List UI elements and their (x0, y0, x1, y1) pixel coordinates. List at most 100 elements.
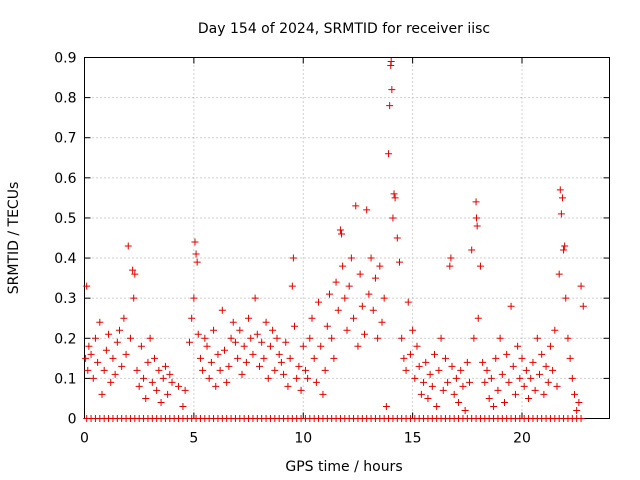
data-point-plus (448, 362, 456, 370)
data-point-plus (575, 398, 583, 406)
data-point-plus (116, 326, 123, 334)
data-point-plus (358, 302, 366, 310)
y-tick-label: 0.1 (54, 371, 76, 387)
data-points (82, 58, 587, 422)
data-point-plus (387, 58, 395, 66)
data-point-plus (111, 370, 119, 378)
data-point-plus (229, 318, 237, 326)
data-point-plus (564, 334, 572, 342)
grid-lines (84, 57, 610, 419)
data-point-plus (321, 366, 329, 374)
y-tick-label: 0.9 (54, 51, 76, 67)
data-point-plus (223, 378, 231, 386)
y-tick-label: 0.2 (54, 331, 76, 347)
data-point-plus (157, 398, 165, 406)
data-point-plus (433, 402, 441, 410)
data-point-plus (556, 186, 564, 194)
data-point-plus (474, 314, 482, 322)
data-point-plus (352, 202, 360, 210)
data-point-plus (529, 358, 537, 366)
data-point-plus (402, 366, 410, 374)
data-point-plus (306, 334, 314, 342)
data-point-plus (341, 294, 349, 302)
data-point-plus (398, 334, 406, 342)
data-point-plus (126, 334, 134, 342)
data-point-plus (551, 326, 559, 334)
data-point-plus (507, 302, 515, 310)
data-point-plus (354, 342, 362, 350)
data-point-plus (91, 334, 99, 342)
data-point-plus (413, 342, 421, 350)
data-point-plus (555, 270, 563, 278)
data-point-plus (520, 382, 528, 390)
data-point-plus (546, 342, 554, 350)
data-point-plus (293, 374, 301, 382)
data-point-plus (168, 378, 176, 386)
data-point-plus (221, 346, 228, 354)
x-tick-label: 10 (294, 431, 312, 447)
data-point-plus (557, 210, 565, 218)
data-point-plus (457, 366, 465, 374)
data-point-plus (336, 226, 344, 234)
data-point-plus (277, 358, 285, 366)
data-point-plus (380, 294, 388, 302)
data-point-plus (568, 374, 576, 382)
data-point-plus (181, 386, 189, 394)
data-point-plus (288, 282, 296, 290)
data-point-plus (382, 402, 390, 410)
data-point-plus (369, 306, 377, 314)
data-point-plus (264, 374, 272, 382)
data-point-plus (179, 402, 187, 410)
data-point-plus (437, 334, 445, 342)
data-point-plus (275, 350, 283, 358)
data-point-plus (417, 390, 425, 398)
data-point-plus (374, 334, 382, 342)
data-point-plus (365, 290, 373, 298)
data-point-plus (461, 406, 469, 414)
data-point-plus (396, 258, 403, 266)
data-point-plus (207, 358, 215, 366)
data-point-plus (558, 194, 566, 202)
data-point-plus (249, 350, 257, 358)
y-axis-label: SRMTID / TECUs (6, 182, 22, 295)
data-point-plus (343, 326, 351, 334)
data-point-plus (406, 350, 414, 358)
data-point-plus (144, 358, 152, 366)
data-point-plus (393, 234, 401, 242)
data-point-plus (463, 358, 471, 366)
data-point-plus (161, 362, 169, 370)
data-point-plus (295, 362, 303, 370)
data-point-plus (356, 270, 364, 278)
data-point-plus (210, 326, 218, 334)
data-point-plus (390, 190, 398, 198)
data-point-plus (194, 330, 202, 338)
data-point-plus (492, 354, 500, 362)
y-tick-label: 0 (68, 412, 77, 428)
data-point-plus (566, 354, 574, 362)
data-point-plus (350, 314, 358, 322)
data-point-plus (371, 274, 379, 282)
data-point-plus (527, 374, 535, 382)
data-point-plus (426, 370, 434, 378)
data-point-plus (205, 374, 213, 382)
data-point-plus (153, 386, 161, 394)
data-point-plus (140, 374, 148, 382)
data-point-plus (301, 366, 309, 374)
data-point-plus (107, 378, 115, 386)
data-point-plus (308, 314, 316, 322)
data-point-plus (120, 314, 128, 322)
data-point-plus (411, 374, 419, 382)
plot-frame (84, 57, 610, 419)
data-point-plus (501, 398, 508, 406)
data-point-plus (280, 370, 288, 378)
data-point-plus (577, 282, 585, 290)
data-point-plus (188, 314, 196, 322)
data-point-plus (455, 398, 463, 406)
data-point-plus (231, 338, 239, 346)
data-point-plus (571, 390, 578, 398)
data-point-plus (124, 242, 132, 250)
data-point-plus (334, 306, 342, 314)
data-point-plus (472, 198, 480, 206)
data-point-plus (286, 354, 294, 362)
data-point-plus (328, 334, 336, 342)
